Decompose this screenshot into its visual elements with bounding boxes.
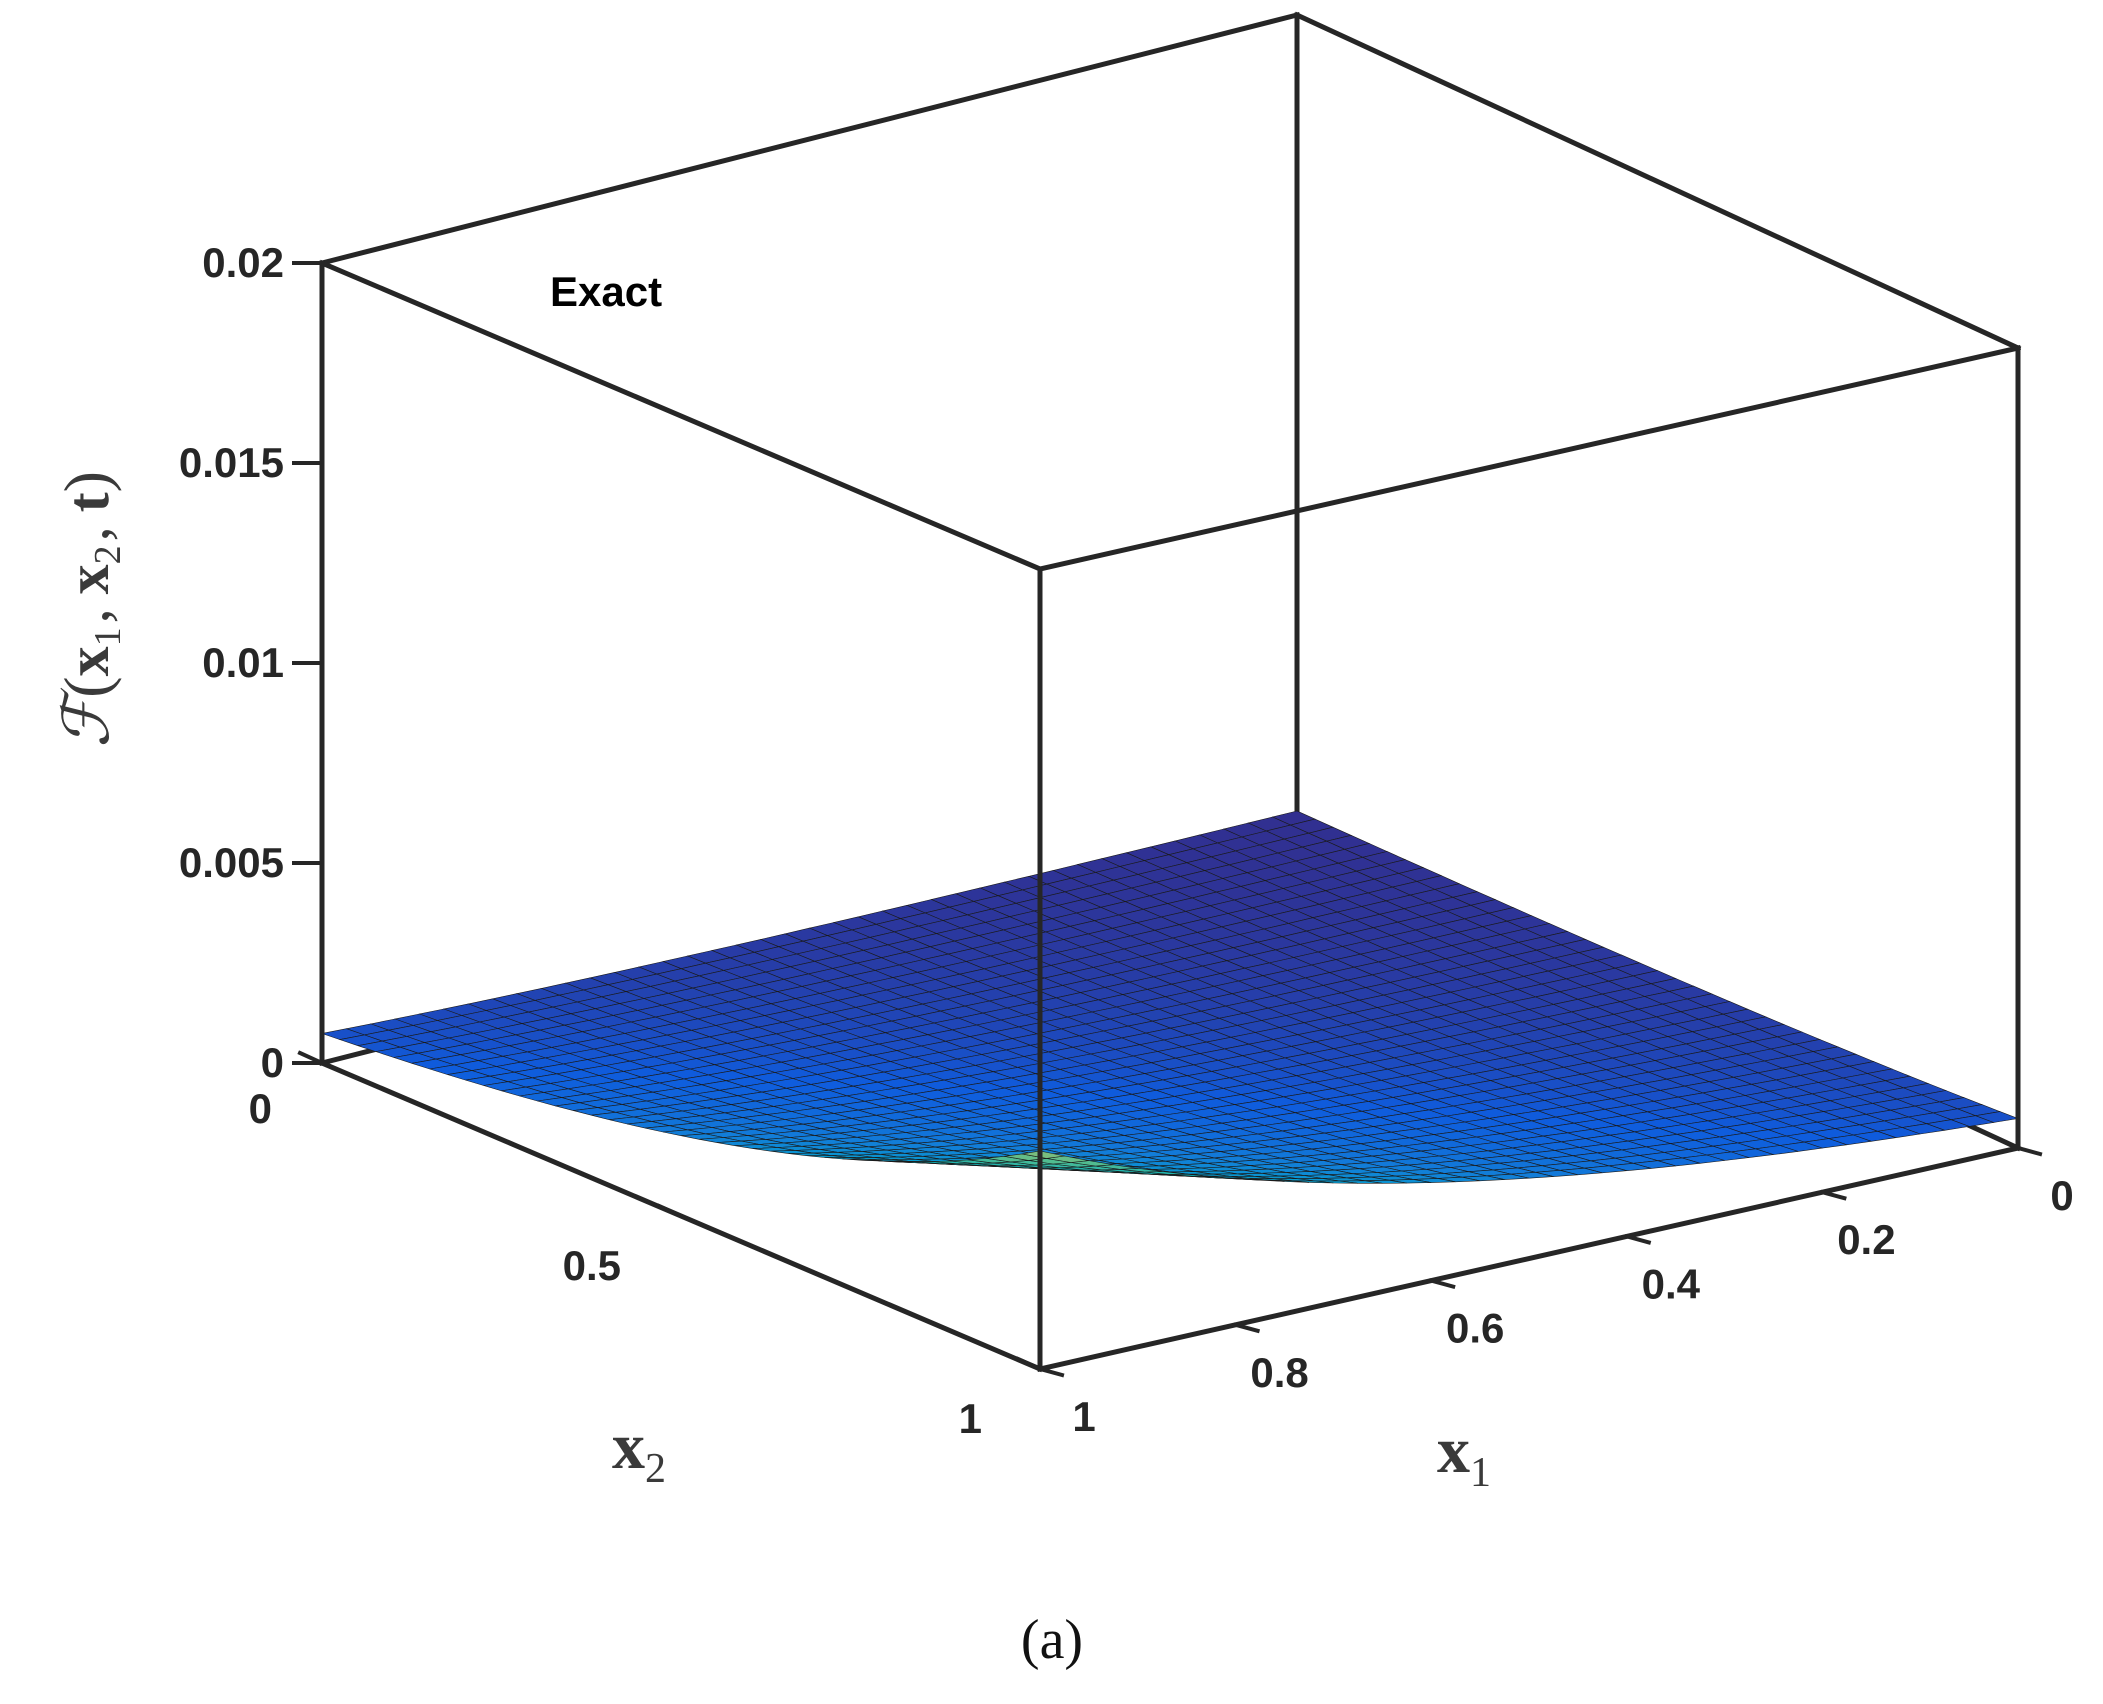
z-label-close-paren: )	[51, 471, 122, 492]
z-tick-label: 0.02	[202, 239, 284, 286]
panel-label-text: (a)	[1021, 1609, 1083, 1671]
z-tick-label: 0	[261, 1039, 284, 1086]
x1-tick	[1233, 1322, 1261, 1334]
z-tick-label: 0.015	[179, 439, 284, 486]
z-tick-label: 0.005	[179, 839, 284, 886]
z-label-open-paren: (	[51, 676, 122, 697]
z-label-x1-sub: 1	[87, 627, 129, 646]
z-label-x1: x	[55, 646, 121, 676]
axis-ticks: 0 0.005 0.01 0.015 0.02 0 0.5 1 0 0.2 0.4 0.6 0.8 1	[179, 239, 2074, 1442]
z-label-t: t	[55, 492, 121, 512]
x1-tick	[1624, 1233, 1652, 1245]
x1-tick	[1428, 1278, 1456, 1290]
z-axis-label: ℱ(x1,x2,t)	[51, 471, 129, 748]
x1-tick-label: 0.4	[1642, 1260, 1701, 1307]
x2-tick-label: 0	[249, 1085, 272, 1132]
x2-label-main: x	[612, 1410, 645, 1483]
x1-tick	[2015, 1145, 2043, 1157]
exact-annotation: Exact	[550, 268, 662, 315]
x1-tick-label: 0.2	[1837, 1216, 1895, 1263]
z-label-comma-1: ,	[55, 608, 121, 623]
x1-tick	[1037, 1366, 1065, 1378]
x1-label-sub: 1	[1470, 1450, 1491, 1496]
x1-tick-label: 0.6	[1446, 1305, 1504, 1352]
x1-axis-label: x1	[1437, 1414, 1491, 1496]
x1-label-main: x	[1437, 1414, 1470, 1487]
box-edge-top-back-right	[1293, 11, 2022, 352]
x2-tick	[297, 1050, 325, 1066]
x1-tick-label: 0	[2050, 1172, 2073, 1219]
z-tick-label: 0.01	[202, 639, 284, 686]
x1-tick	[1819, 1189, 1847, 1201]
x1-tick-label: 1	[1072, 1393, 1095, 1440]
z-label-comma-2: ,	[55, 526, 121, 541]
x2-label-sub: 2	[645, 1446, 666, 1492]
x2-tick-label: 0.5	[563, 1242, 621, 1289]
box-edge-top-back-left	[318, 11, 1301, 267]
panel-label: (a)	[1021, 1609, 1083, 1671]
x2-tick	[1015, 1356, 1043, 1372]
z-label-x2-sub: 2	[87, 545, 129, 564]
box-edge-front-base-x1	[1037, 1145, 2021, 1372]
x2-tick	[656, 1203, 684, 1219]
box-edge-top-front-left	[318, 259, 1044, 573]
x2-axis-label: x2	[612, 1410, 666, 1492]
surface-plot	[320, 810, 2020, 1184]
box-edge-top-front-right	[1037, 345, 2021, 572]
z-label-x2: x	[55, 564, 121, 594]
x1-tick-label: 0.8	[1250, 1349, 1308, 1396]
x2-tick-label: 1	[959, 1395, 982, 1442]
